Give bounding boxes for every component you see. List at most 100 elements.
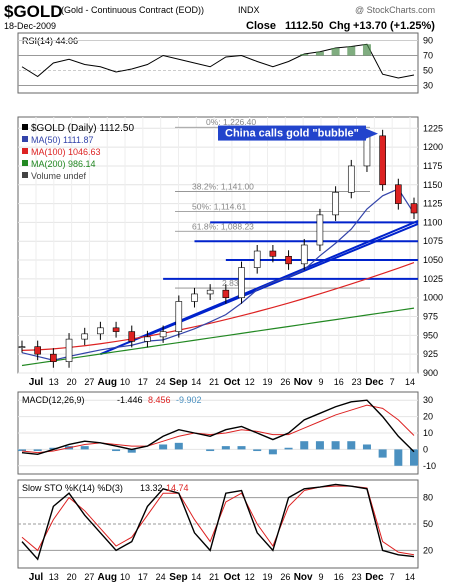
x-axis-bottom: Jul 13 20 27 Aug 10 17 24 Sep 14 21 Oct 12 19 26 Nov 9 16… bbox=[29, 572, 415, 583]
x-axis-label: 17 bbox=[138, 572, 148, 582]
x-axis-label: 17 bbox=[138, 377, 148, 387]
candle-body bbox=[206, 289, 214, 295]
x-axis-label: 13 bbox=[49, 572, 59, 582]
annotation-box bbox=[218, 125, 366, 141]
x-axis-label: Oct bbox=[224, 572, 241, 583]
candle-body bbox=[253, 250, 261, 268]
candle-body bbox=[50, 353, 57, 363]
x-axis-label: 20 bbox=[67, 572, 77, 582]
x-axis-label: 26 bbox=[280, 377, 290, 387]
macd-tick-label: -10 bbox=[423, 461, 436, 471]
price-tick-label: 900 bbox=[423, 368, 438, 378]
x-axis-label: 19 bbox=[263, 572, 273, 582]
x-axis-label: Jul bbox=[29, 572, 44, 583]
sto-k-line bbox=[21, 483, 415, 561]
rsi-tick-label: 30 bbox=[423, 81, 433, 91]
legend-swatch bbox=[22, 172, 28, 178]
x-axis-label: 20 bbox=[67, 377, 77, 387]
macd-tick-label: 10 bbox=[423, 428, 433, 438]
price-tick-label: 1000 bbox=[423, 293, 443, 303]
macd-value: -1.446 bbox=[117, 395, 143, 405]
x-axis-label: 9 bbox=[318, 377, 323, 387]
sto-tick-label: 20 bbox=[423, 545, 433, 555]
candle-body bbox=[128, 331, 136, 342]
macd-histogram-bar bbox=[410, 449, 418, 466]
price-tick-label: 1075 bbox=[423, 236, 443, 246]
sto-panel: 80 50 20 Slow STO %K(14) %D(3) 13.32 14.74 bbox=[17, 479, 433, 569]
candle-body bbox=[81, 333, 89, 340]
macd-tick-label: 0 bbox=[423, 444, 428, 454]
rsi-tick-label: 50 bbox=[423, 66, 433, 76]
macd-histogram-bar bbox=[206, 449, 215, 452]
sto-k-value: 13.32 bbox=[140, 483, 163, 493]
rsi-frame bbox=[17, 32, 419, 94]
macd-histogram-bar bbox=[331, 441, 340, 450]
fib-level-label: 61.8%: 1,088.23 bbox=[192, 221, 254, 231]
price-tick-label: 1050 bbox=[423, 255, 443, 265]
macd-tick-label: 20 bbox=[423, 412, 433, 422]
macd-signal-line bbox=[21, 404, 415, 454]
legend-swatch bbox=[22, 136, 28, 142]
macd-histogram-bar bbox=[268, 449, 277, 455]
candle-body bbox=[316, 214, 324, 246]
ma100-line bbox=[21, 262, 415, 352]
macd-panel: 30 20 10 0 -10 MACD(12,26,9) -1.446 8.456 -9.902 bbox=[17, 391, 436, 475]
macd-histogram-bar bbox=[284, 447, 293, 450]
sto-label: Slow STO %K(14) %D(3) bbox=[22, 483, 123, 493]
macd-histogram-bar bbox=[112, 449, 121, 452]
price-tick-label: 975 bbox=[423, 312, 438, 322]
chg-label: Chg bbox=[329, 20, 350, 32]
macd-histogram-bar bbox=[315, 441, 324, 450]
x-axis-label: Sep bbox=[169, 572, 187, 583]
x-axis-label: 13 bbox=[49, 377, 59, 387]
macd-histogram-bar bbox=[159, 444, 168, 450]
x-axis-label: Sep bbox=[169, 377, 187, 388]
price-tick-label: 1200 bbox=[423, 142, 443, 152]
macd-histogram-bar bbox=[127, 449, 136, 453]
x-axis-label: 9 bbox=[318, 572, 323, 582]
x-axis-label: 24 bbox=[156, 377, 166, 387]
x-axis-label: Jul bbox=[29, 377, 44, 388]
rsi-tick-label: 90 bbox=[423, 36, 433, 46]
exchange-label: INDX bbox=[238, 5, 260, 15]
fib-level-label: 38.2%: 1,141.00 bbox=[192, 182, 254, 192]
price-tick-label: 1150 bbox=[423, 180, 442, 190]
x-axis-label: Nov bbox=[294, 377, 313, 388]
x-axis-label: 7 bbox=[390, 377, 395, 387]
candle-body bbox=[18, 346, 26, 348]
macd-histogram-bar bbox=[253, 449, 262, 452]
macd-histogram-bar bbox=[347, 441, 356, 450]
price-tick-label: 950 bbox=[423, 330, 438, 340]
price-tick-label: 1175 bbox=[423, 161, 442, 171]
x-axis-label: 12 bbox=[245, 377, 255, 387]
x-axis-label: 10 bbox=[120, 377, 130, 387]
x-axis-label: 7 bbox=[390, 572, 395, 582]
candle-body bbox=[332, 191, 339, 216]
candle-body bbox=[159, 331, 167, 338]
price-tick-label: 1025 bbox=[423, 274, 443, 284]
legend-entry: MA(50) 1111.87 bbox=[31, 135, 94, 145]
x-axis-label: 12 bbox=[245, 572, 255, 582]
annotation-text: China calls gold "bubble" bbox=[225, 128, 359, 140]
fib-level-label: 0%: 1,226.40 bbox=[206, 117, 256, 127]
legend-entry: MA(200) 986.14 bbox=[31, 159, 96, 169]
x-axis-top: Jul 13 20 27 Aug 10 17 24 Sep 14 21 Oct 12 19 26 Nov 9 16… bbox=[29, 377, 415, 388]
candle-body bbox=[191, 293, 198, 302]
ma200-line bbox=[21, 307, 415, 367]
trendline-steep bbox=[147, 222, 419, 337]
rsi-overbought-fill bbox=[347, 46, 356, 56]
x-axis-label: Aug bbox=[98, 377, 117, 388]
macd-histogram-bar bbox=[49, 447, 58, 450]
legend-swatch bbox=[22, 160, 28, 166]
price-panel: 1225 1200 1175 1150 1125 1100 1075 1050 1025 1000… bbox=[17, 116, 443, 378]
candle-body bbox=[410, 203, 418, 214]
legend-swatch bbox=[22, 124, 28, 130]
x-axis-label: 14 bbox=[405, 377, 415, 387]
x-axis-label: 16 bbox=[334, 572, 344, 582]
close-value: 1112.50 bbox=[285, 20, 324, 32]
macd-histogram-bar bbox=[362, 444, 371, 450]
candle-body bbox=[269, 250, 277, 257]
price-tick-label: 1125 bbox=[423, 199, 442, 209]
x-axis-label: 24 bbox=[156, 572, 166, 582]
legend-swatch bbox=[22, 148, 28, 154]
